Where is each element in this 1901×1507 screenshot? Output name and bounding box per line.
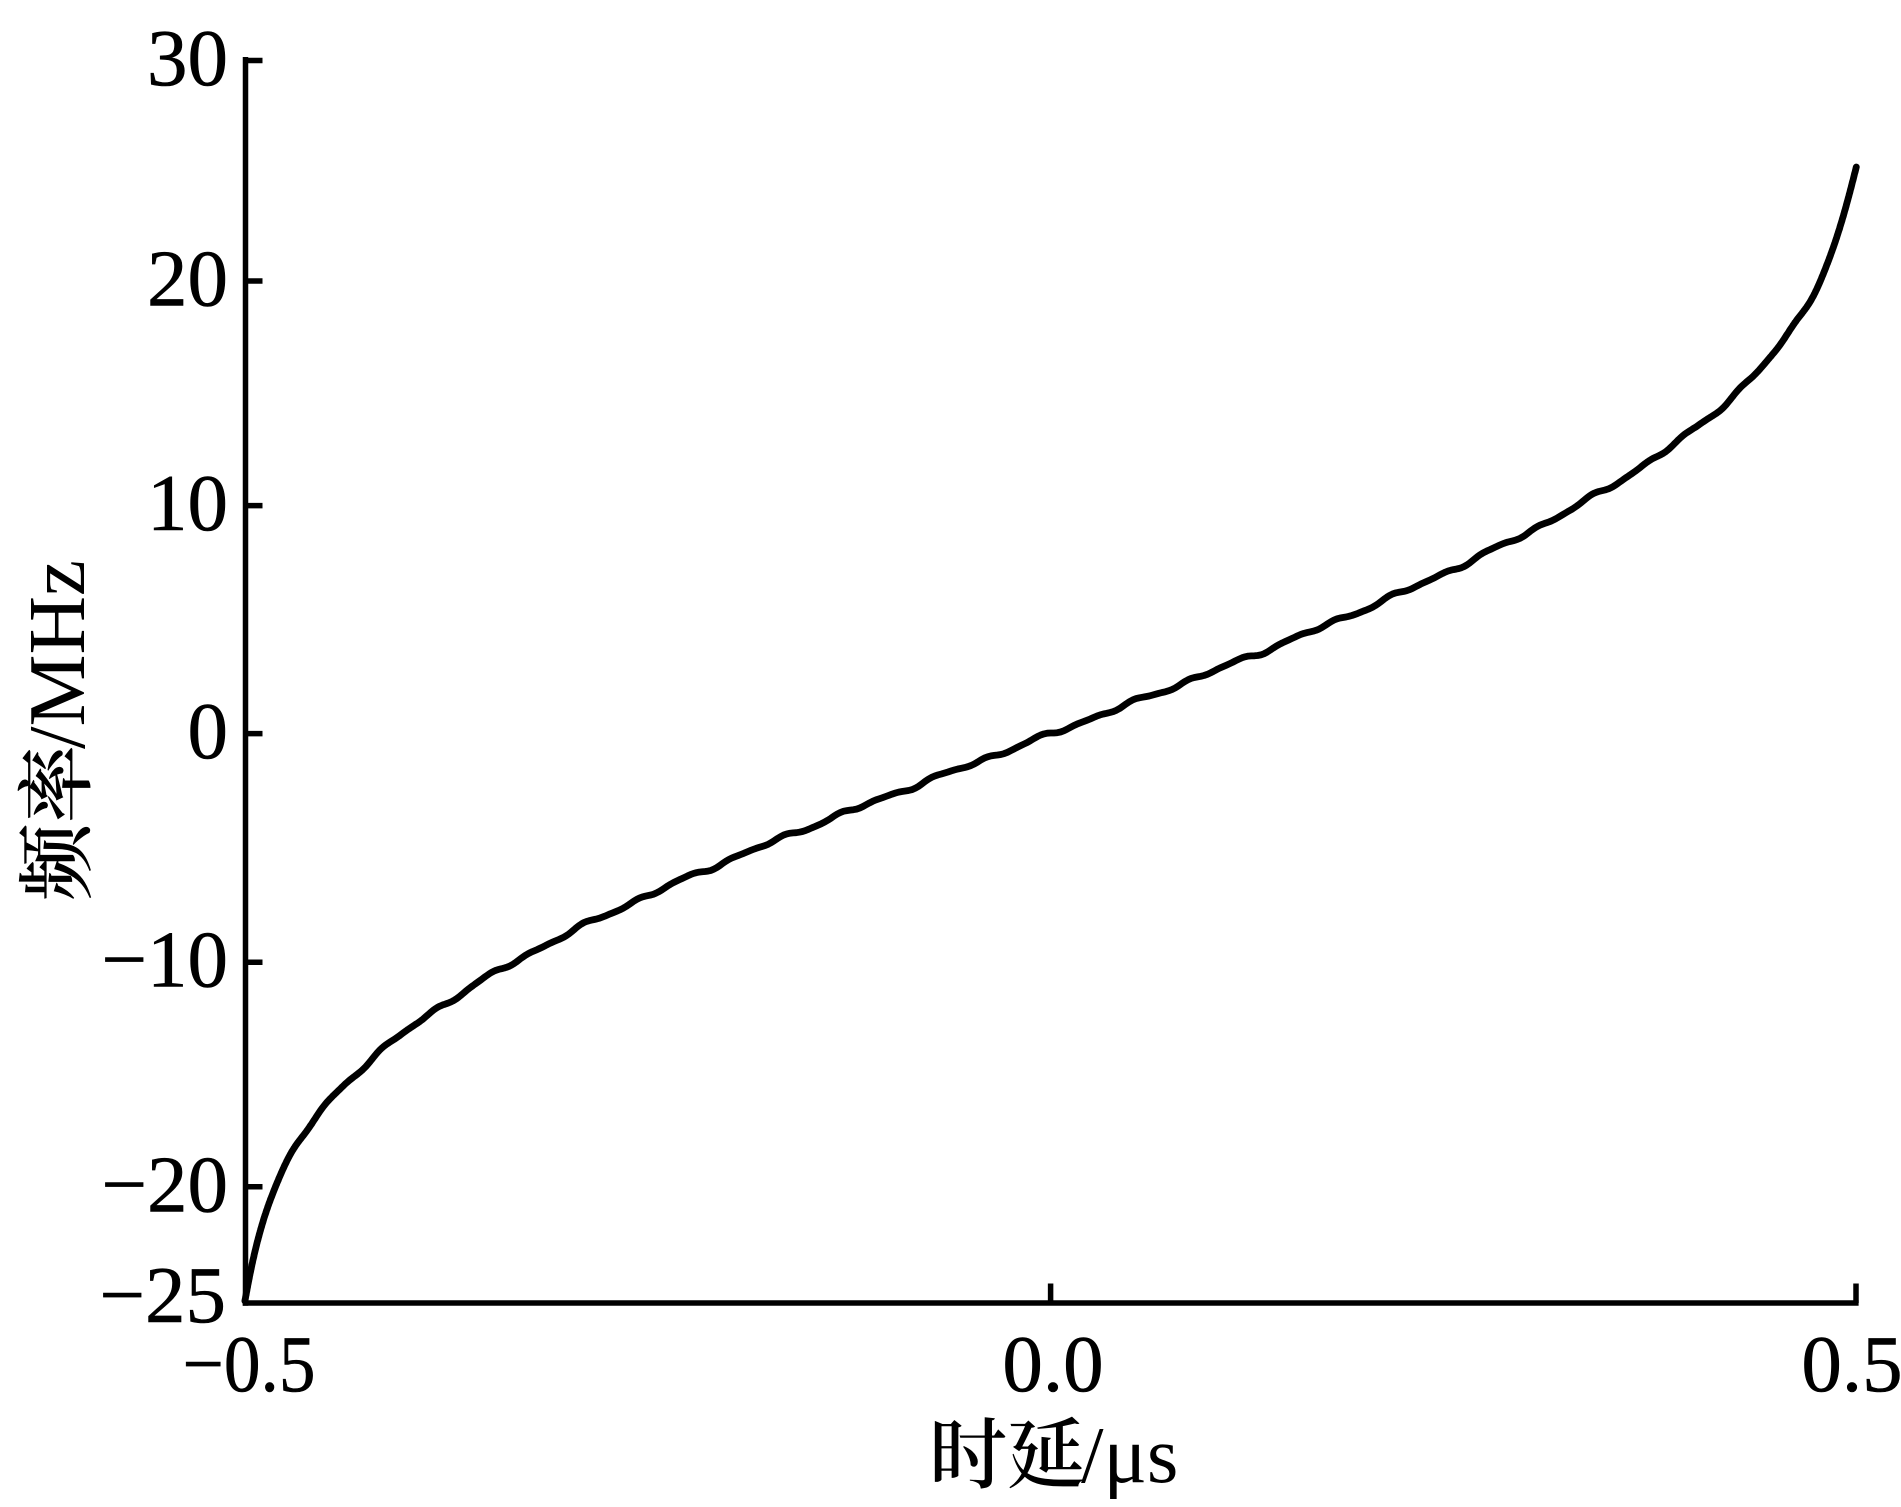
svg-text:−10: −10 <box>101 915 228 1005</box>
svg-text:0: 0 <box>188 686 229 776</box>
svg-text:−20: −20 <box>101 1139 228 1229</box>
svg-text:20: 20 <box>147 234 228 324</box>
svg-text:−25: −25 <box>99 1250 226 1340</box>
svg-text:/μs: /μs <box>1081 1410 1178 1500</box>
svg-text:−0.5: −0.5 <box>183 1319 316 1409</box>
svg-text:/MHz: /MHz <box>12 560 102 749</box>
svg-text:30: 30 <box>147 13 228 103</box>
svg-text:10: 10 <box>147 458 228 548</box>
svg-text:0.5: 0.5 <box>1801 1319 1901 1409</box>
svg-text:0.0: 0.0 <box>1002 1319 1103 1409</box>
